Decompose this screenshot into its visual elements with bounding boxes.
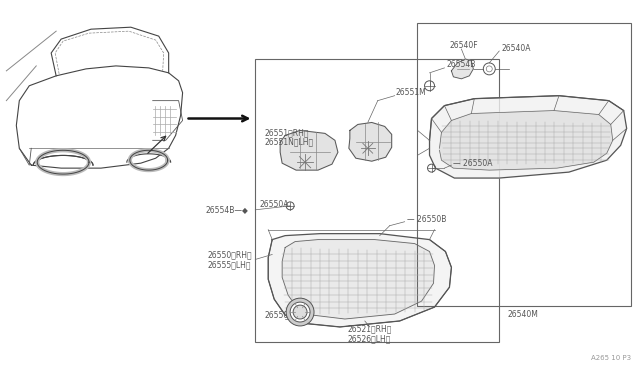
Bar — [417, 23, 630, 306]
Circle shape — [286, 298, 314, 326]
Polygon shape — [349, 122, 392, 161]
Polygon shape — [429, 96, 627, 178]
Text: 26526〈LH〉: 26526〈LH〉 — [348, 334, 391, 343]
Text: — 26550B: — 26550B — [406, 215, 446, 224]
Circle shape — [290, 302, 310, 322]
Polygon shape — [282, 240, 435, 319]
Text: 26521〈RH〉: 26521〈RH〉 — [348, 324, 392, 333]
Bar — [255, 59, 499, 342]
Text: 26551M: 26551M — [396, 88, 426, 97]
Polygon shape — [440, 110, 612, 170]
Text: 26551〈RH〉: 26551〈RH〉 — [264, 128, 308, 137]
Polygon shape — [268, 234, 451, 327]
Text: — 26550A: — 26550A — [453, 159, 493, 168]
Text: 26550〈RH〉: 26550〈RH〉 — [207, 250, 252, 259]
Text: 26540A: 26540A — [501, 44, 531, 52]
Text: 26551N〈LH〉: 26551N〈LH〉 — [264, 138, 314, 147]
Circle shape — [293, 305, 307, 319]
Polygon shape — [451, 59, 474, 79]
Text: 26555〈LH〉: 26555〈LH〉 — [207, 260, 251, 269]
Text: 26550A: 26550A — [259, 201, 289, 209]
Text: 26554B—◆: 26554B—◆ — [205, 205, 248, 214]
Text: 26550Z: 26550Z — [264, 311, 294, 320]
Text: 26540F: 26540F — [449, 41, 478, 49]
Text: 26554B: 26554B — [447, 60, 476, 70]
Polygon shape — [280, 131, 338, 170]
Text: 26540M: 26540M — [508, 310, 538, 318]
Text: A265 10 P3: A265 10 P3 — [591, 355, 630, 361]
